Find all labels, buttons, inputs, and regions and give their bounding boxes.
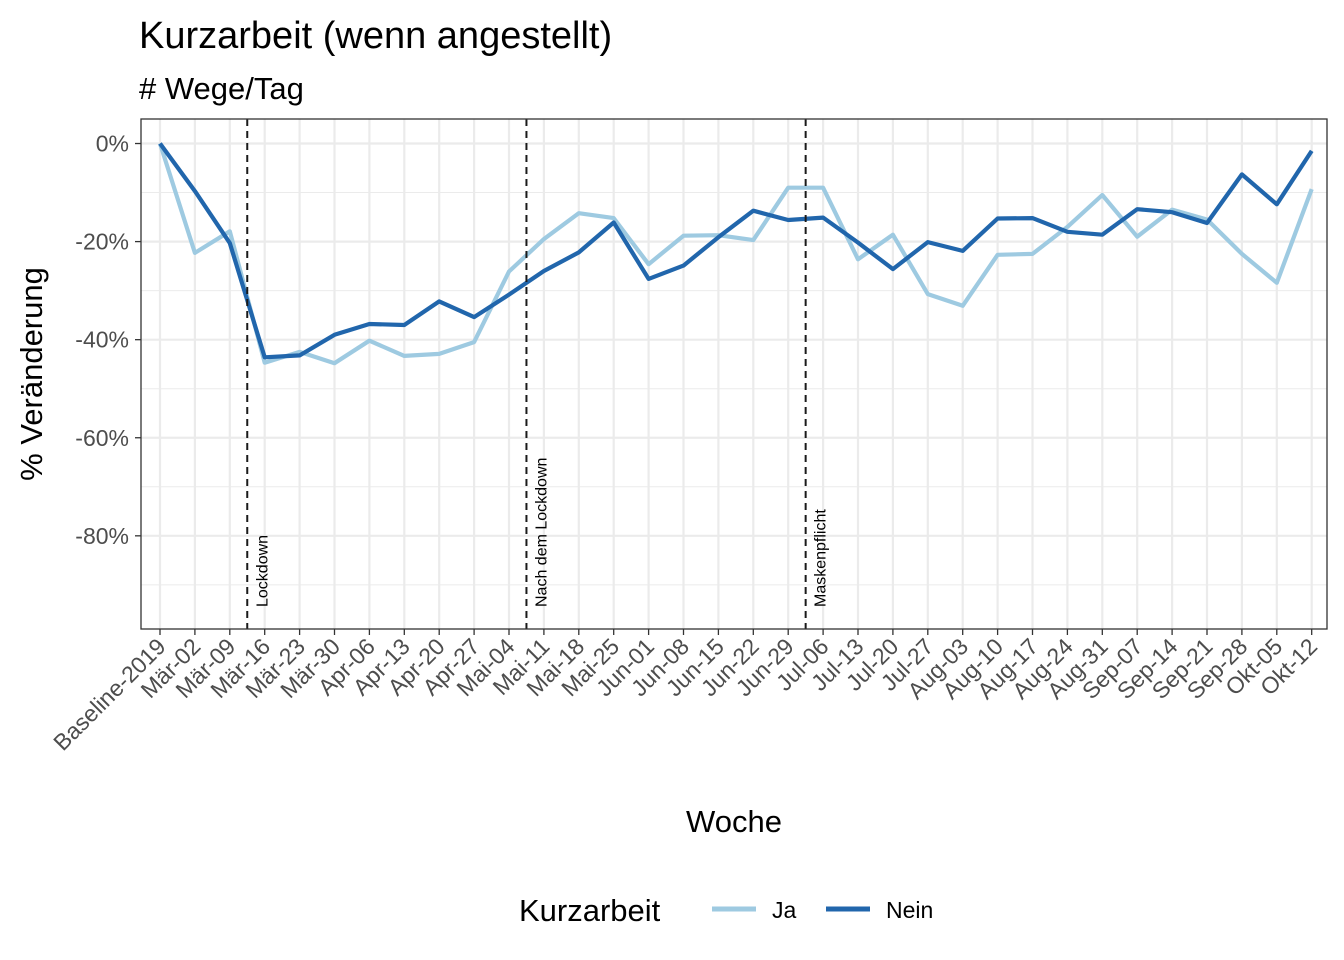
events-layer: Lockdown Nach dem Lockdown Maskenpflicht <box>246 119 830 629</box>
x-axis: Baseline-2019Mär-02Mär-09Mär-16Mär-23Mär… <box>48 629 1322 756</box>
y-tick-label: 0% <box>96 131 129 157</box>
y-axis-title: % Veränderung <box>14 267 49 481</box>
y-axis: 0% -20% -40% -60% -80% <box>75 131 141 549</box>
legend-label-nein: Nein <box>886 897 933 923</box>
grid-major <box>141 119 1327 629</box>
grid-minor <box>141 192 1327 586</box>
y-tick-label: -20% <box>75 229 129 255</box>
y-tick-label: -60% <box>75 425 129 451</box>
y-tick-label: -40% <box>75 327 129 353</box>
legend-title: Kurzarbeit <box>519 893 661 928</box>
legend: Kurzarbeit Ja Nein <box>519 893 933 928</box>
x-axis-title: Woche <box>686 804 782 839</box>
series-line-ja <box>157 142 1314 366</box>
chart-subtitle: # Wege/Tag <box>139 71 304 106</box>
y-tick-label: -80% <box>75 523 129 549</box>
chart-title: Kurzarbeit (wenn angestellt) <box>139 15 612 57</box>
series-layer <box>157 142 1314 366</box>
event-label: Maskenpflicht <box>813 509 830 607</box>
panel-border <box>140 118 1328 630</box>
event-label: Lockdown <box>254 535 271 607</box>
legend-label-ja: Ja <box>772 897 797 923</box>
series-line-nein <box>158 142 1314 360</box>
event-label: Nach dem Lockdown <box>533 458 550 607</box>
